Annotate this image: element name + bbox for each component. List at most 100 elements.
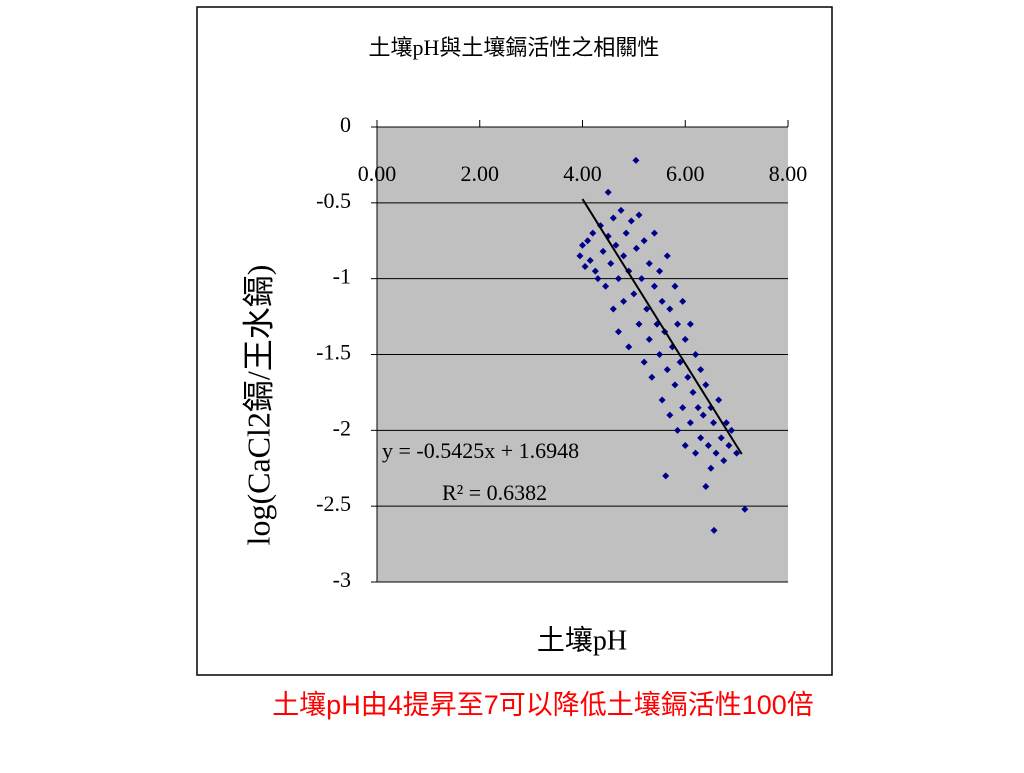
chart-title: 土壤pH與土壤鎘活性之相關性 <box>369 35 660 60</box>
data-point <box>645 335 653 343</box>
x-tick-label: 4.00 <box>563 161 602 186</box>
data-point <box>684 373 692 381</box>
data-point <box>638 275 646 283</box>
y-axis-label: log(CaCl2鎘/王水鎘) <box>240 265 276 546</box>
data-point <box>674 320 682 328</box>
data-point <box>694 404 702 412</box>
data-point <box>733 449 741 457</box>
data-point <box>666 411 674 419</box>
data-point <box>586 256 594 264</box>
y-tick-label: -2.5 <box>316 491 351 516</box>
data-point <box>630 290 638 298</box>
data-point <box>712 449 720 457</box>
data-point <box>581 263 589 271</box>
trendline-equation: y = -0.5425x + 1.6948 <box>382 438 579 463</box>
data-point <box>622 229 630 237</box>
data-point <box>692 351 700 358</box>
data-point <box>648 373 656 381</box>
y-tick-label: -0.5 <box>316 188 351 213</box>
y-tick-label: -1 <box>333 264 351 289</box>
data-point <box>640 237 648 245</box>
data-point <box>707 464 715 472</box>
data-point <box>681 335 689 343</box>
data-point <box>584 237 592 245</box>
data-point <box>576 252 584 260</box>
data-point <box>710 526 718 534</box>
data-point <box>686 419 694 427</box>
data-point <box>686 320 694 328</box>
data-point <box>632 156 640 164</box>
y-tick-label: -2 <box>333 415 351 440</box>
data-point <box>635 211 643 219</box>
data-point <box>717 434 725 442</box>
data-point <box>656 267 664 275</box>
data-point <box>720 457 728 465</box>
trendline <box>581 198 743 455</box>
data-point <box>741 505 749 513</box>
data-point <box>620 297 628 305</box>
data-point <box>609 214 617 222</box>
data-point <box>697 366 705 374</box>
r-squared: R² = 0.6382 <box>442 480 547 505</box>
x-tick-label: 8.00 <box>769 161 808 186</box>
data-point <box>650 229 658 237</box>
data-point <box>674 426 682 434</box>
x-axis-label: 土壤pH <box>537 624 627 656</box>
y-tick-label: -3 <box>333 567 351 592</box>
x-tick-label: 2.00 <box>461 161 500 186</box>
data-point <box>671 381 679 389</box>
data-point <box>666 305 674 313</box>
data-point <box>702 381 710 389</box>
data-point <box>689 388 697 396</box>
caption: 土壤pH由4提昇至7可以降低土壤鎘活性100倍 <box>272 690 814 720</box>
data-point <box>589 229 597 237</box>
data-point <box>609 305 617 313</box>
data-point <box>663 366 671 374</box>
data-point <box>704 442 712 449</box>
data-point <box>614 275 622 283</box>
data-point <box>594 275 602 283</box>
data-point <box>699 411 707 419</box>
data-point <box>663 252 671 260</box>
data-point <box>658 297 666 305</box>
data-point <box>710 419 718 427</box>
data-point <box>725 442 733 449</box>
data-point <box>658 396 666 404</box>
data-point <box>591 267 599 275</box>
data-point <box>722 419 730 427</box>
data-point <box>681 442 689 449</box>
data-point <box>692 449 700 457</box>
data-point <box>662 472 670 480</box>
data-point <box>645 260 653 267</box>
data-point <box>602 282 610 290</box>
data-point <box>604 188 612 196</box>
data-point <box>640 358 648 366</box>
data-point <box>617 206 625 214</box>
data-point <box>614 328 622 336</box>
data-point <box>612 241 620 249</box>
data-point <box>650 282 658 290</box>
data-point <box>676 358 684 366</box>
data-point <box>679 404 687 412</box>
x-tick-label: 0.00 <box>358 161 397 186</box>
data-point <box>656 351 664 358</box>
data-point <box>599 247 607 255</box>
data-point <box>607 260 615 267</box>
data-point <box>643 305 651 313</box>
data-point <box>625 343 633 351</box>
data-point <box>635 320 643 328</box>
data-point <box>727 426 735 434</box>
data-point <box>671 282 679 290</box>
data-point <box>632 244 640 252</box>
x-tick-label: 6.00 <box>666 161 705 186</box>
data-point <box>679 297 687 305</box>
data-point <box>627 217 635 225</box>
data-point <box>697 434 705 442</box>
data-point <box>620 252 628 260</box>
y-tick-label: -1.5 <box>316 340 351 365</box>
data-point <box>579 241 586 249</box>
data-point <box>715 396 723 404</box>
data-point <box>702 482 710 490</box>
